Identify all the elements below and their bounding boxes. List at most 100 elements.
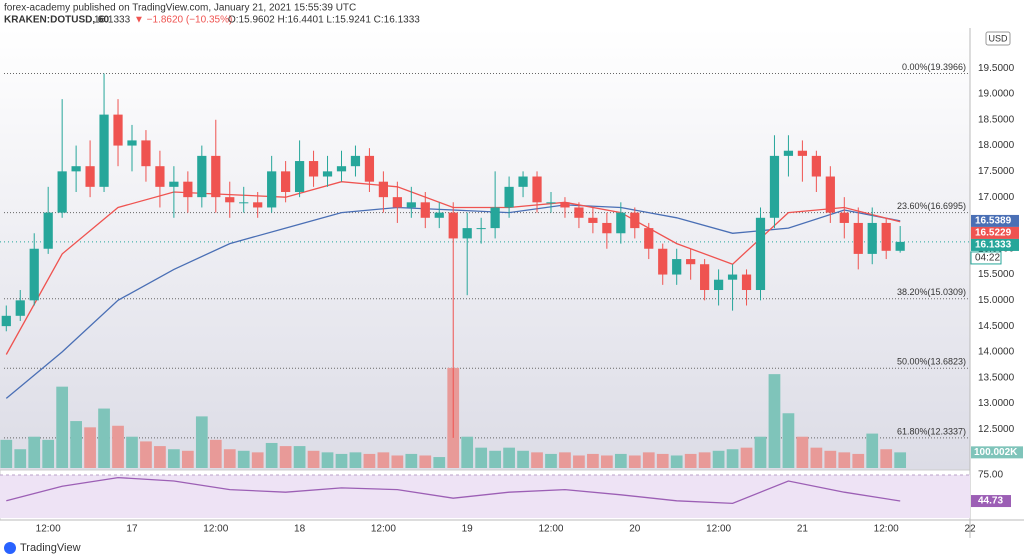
x-tick-label: 12:00: [706, 524, 731, 535]
fib-label: 0.00%(19.3966): [902, 62, 966, 72]
candle-body: [267, 171, 277, 208]
candle-body: [406, 202, 416, 208]
volume-bar: [433, 457, 446, 468]
candle-body: [504, 186, 514, 208]
volume-bar: [642, 452, 655, 468]
candle-body: [336, 166, 347, 172]
price-tag: [971, 238, 1019, 251]
candle-body: [113, 114, 123, 146]
volume-bar: [614, 453, 627, 468]
volume-bar: [866, 433, 879, 468]
y-tick-label: 18.5000: [978, 114, 1015, 125]
volume-bar: [126, 436, 138, 468]
volume-bar: [656, 453, 669, 468]
candle-body: [71, 166, 81, 172]
candle-body: [183, 181, 193, 198]
price-tag-label: 16.1333: [975, 240, 1012, 251]
candle-body: [239, 202, 249, 204]
fib-label: 50.00%(13.6823): [897, 357, 966, 367]
x-tick-label: 22: [964, 524, 976, 535]
x-tick-label: 19: [462, 524, 474, 535]
candle-body: [197, 155, 207, 198]
x-tick-label: 21: [797, 524, 809, 535]
candle-body: [57, 171, 67, 213]
candle-body: [378, 181, 388, 198]
x-tick-label: 12:00: [36, 524, 61, 535]
candle-body: [420, 202, 430, 218]
y-tick-label: 17.0000: [978, 192, 1015, 203]
y-tick-label: 14.5000: [978, 321, 1015, 332]
x-tick-label: 17: [126, 524, 138, 535]
price-tag-label: 16.5389: [975, 216, 1012, 227]
volume-bar: [0, 439, 13, 468]
candle-body: [350, 155, 361, 167]
volume-bar: [363, 453, 376, 468]
y-tick-label: 17.5000: [978, 166, 1015, 177]
candle-body: [211, 155, 221, 198]
volume-bar: [852, 453, 865, 468]
volume-bar: [335, 453, 348, 468]
ohlc: O:15.9602 H:16.4401 L:15.9241 C:16.1333: [228, 15, 420, 26]
currency[interactable]: USD: [988, 33, 1008, 43]
volume-tag-label: 100.002K: [974, 447, 1018, 458]
candle-body: [281, 171, 291, 192]
candle-body: [560, 202, 570, 208]
volume-bar: [559, 452, 571, 468]
volume-bar: [782, 413, 795, 468]
countdown: 04:22: [975, 253, 1000, 264]
candle-body: [867, 222, 877, 254]
candle-body: [546, 202, 556, 204]
volume-bar: [251, 452, 264, 468]
candle-body: [448, 212, 458, 239]
x-tick-label: 18: [294, 524, 306, 535]
publisher: forex-academy published on TradingView.c…: [4, 3, 356, 14]
candle-body: [755, 217, 766, 291]
last-price: 16.1333: [94, 15, 131, 26]
candle-body: [462, 228, 472, 239]
volume-tag: [971, 446, 1023, 459]
candle-body: [895, 241, 905, 251]
volume-bar: [670, 455, 683, 468]
candle-body: [15, 300, 25, 316]
price-tag: [971, 214, 1019, 227]
volume-bar: [28, 436, 41, 468]
x-tick-label: 12:00: [371, 524, 396, 535]
volume-bar: [726, 449, 739, 468]
volume-bar: [768, 374, 781, 468]
candle-body: [839, 212, 849, 223]
y-tick-label: 13.0000: [978, 398, 1015, 409]
candle-body: [588, 217, 598, 223]
volume-bar: [698, 452, 711, 468]
candle-body: [155, 166, 165, 187]
candle-body: [476, 228, 486, 230]
volume-bar: [168, 449, 180, 468]
y-tick-label: 15.0000: [978, 295, 1015, 306]
candle-body: [532, 176, 542, 203]
volume-bar: [684, 453, 697, 468]
candle-body: [727, 274, 738, 280]
volume-bar: [195, 416, 208, 468]
rsi-tag-label: 44.73: [978, 496, 1003, 507]
volume-bar: [265, 442, 278, 468]
candle-body: [811, 155, 821, 177]
volume-bar: [14, 449, 27, 468]
candle-body: [294, 161, 305, 192]
candle-body: [43, 212, 53, 249]
volume-bar: [587, 453, 599, 468]
volume-bar: [531, 452, 543, 468]
candle-body: [127, 140, 137, 146]
volume-bar: [628, 455, 641, 468]
candle-body: [518, 176, 528, 187]
candle-body: [672, 259, 682, 275]
volume-bar: [56, 386, 69, 468]
candle-body: [364, 155, 375, 182]
x-tick-label: 12:00: [874, 524, 899, 535]
rsi-line: [6, 476, 901, 505]
candle-body: [700, 264, 710, 291]
currency-button[interactable]: [985, 31, 1011, 46]
volume-bar: [321, 452, 334, 468]
candle-body: [392, 197, 402, 208]
candle-body: [713, 279, 724, 291]
x-tick-label: 12:00: [538, 524, 563, 535]
